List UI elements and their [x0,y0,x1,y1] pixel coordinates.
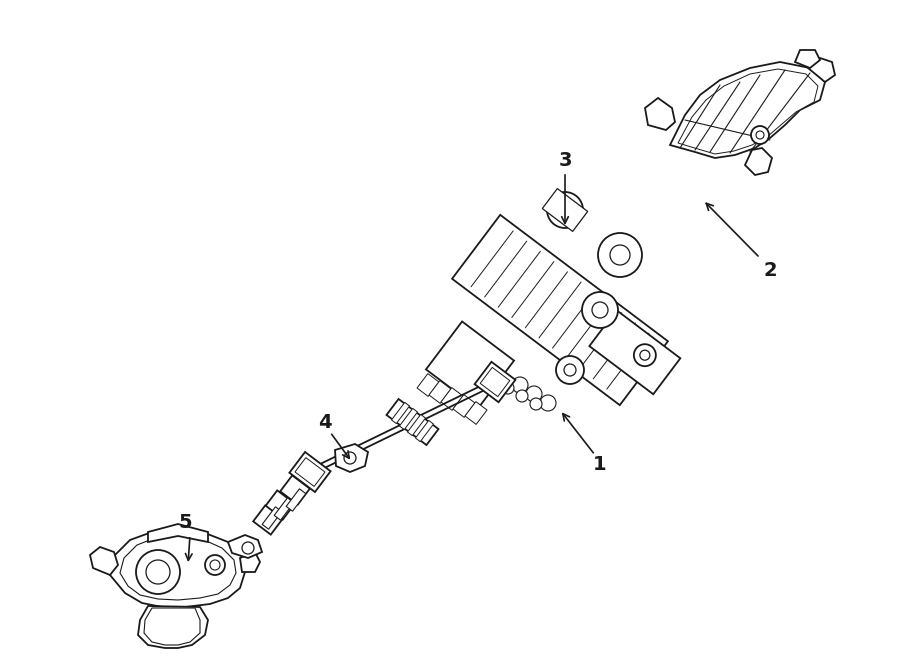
Polygon shape [429,381,451,403]
Circle shape [564,364,576,376]
Polygon shape [148,524,208,542]
Polygon shape [290,452,330,492]
Circle shape [540,395,556,411]
Polygon shape [295,457,325,486]
Circle shape [526,386,542,402]
Circle shape [598,233,642,277]
Polygon shape [110,530,245,607]
Polygon shape [90,547,118,575]
Circle shape [634,344,656,366]
Polygon shape [400,408,418,430]
Text: 3: 3 [558,151,572,169]
Polygon shape [543,188,588,231]
Polygon shape [228,535,262,558]
Polygon shape [286,488,306,511]
Polygon shape [408,414,426,436]
Polygon shape [465,402,487,424]
Circle shape [512,377,528,393]
Circle shape [344,452,356,464]
Polygon shape [441,387,463,410]
Polygon shape [253,506,283,535]
Polygon shape [392,403,410,424]
Circle shape [592,302,608,318]
Polygon shape [452,215,668,405]
Polygon shape [808,58,835,82]
Polygon shape [474,362,516,402]
Circle shape [582,292,618,328]
Circle shape [205,555,225,575]
Polygon shape [453,395,475,417]
Polygon shape [745,148,772,175]
Polygon shape [481,368,509,397]
Text: 5: 5 [178,512,192,531]
Circle shape [562,207,568,213]
Polygon shape [240,552,260,572]
Circle shape [547,192,583,228]
Circle shape [556,356,584,384]
Text: 4: 4 [319,412,332,432]
Circle shape [640,350,650,360]
Circle shape [242,542,254,554]
Polygon shape [670,62,825,158]
Polygon shape [416,420,434,442]
Circle shape [530,398,542,410]
Polygon shape [417,373,439,397]
Circle shape [146,560,170,584]
Polygon shape [386,399,438,445]
Polygon shape [274,498,293,520]
Polygon shape [335,444,368,472]
Circle shape [610,245,630,265]
Polygon shape [262,507,282,529]
Text: 2: 2 [763,260,777,280]
Polygon shape [144,608,200,645]
Circle shape [136,550,180,594]
Circle shape [210,560,220,570]
Polygon shape [645,98,675,130]
Circle shape [555,200,575,220]
Circle shape [516,390,528,402]
Polygon shape [795,50,820,68]
Polygon shape [678,69,818,154]
Polygon shape [590,310,680,394]
Polygon shape [280,475,310,504]
Polygon shape [138,606,208,648]
Circle shape [751,126,769,144]
Circle shape [756,131,764,139]
Polygon shape [266,490,295,520]
Polygon shape [120,536,236,600]
Circle shape [502,382,514,394]
Polygon shape [426,321,514,408]
Text: 1: 1 [593,455,607,475]
